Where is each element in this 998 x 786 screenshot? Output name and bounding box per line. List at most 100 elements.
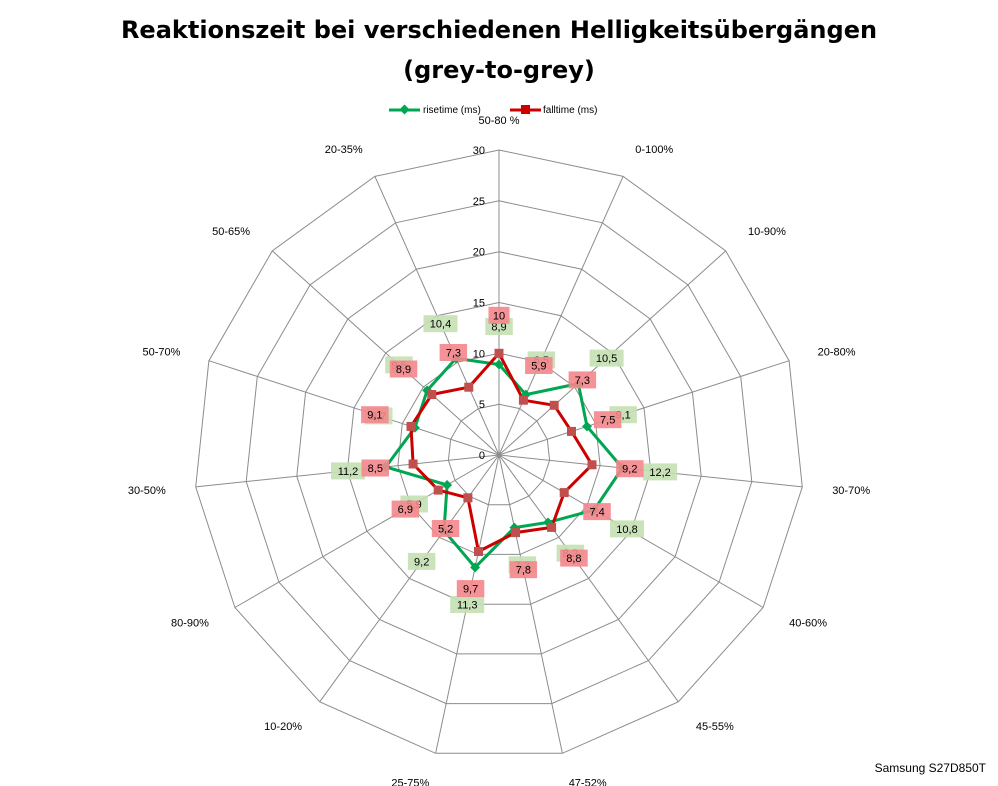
grid-spoke (498, 176, 624, 456)
category-label: 50-65% (212, 226, 250, 238)
data-label-risetime: 10,5 (589, 349, 624, 367)
category-label: 50-70% (142, 347, 180, 359)
legend-label-risetime: risetime (ms) (423, 105, 481, 116)
data-label-falltime: 5,2 (431, 520, 460, 537)
category-labels: 50-80 % 0-100% 10-90% 20-80% 30-70% 40-60% 45-… (128, 115, 870, 786)
svg-text:7,3: 7,3 (446, 348, 461, 360)
data-label-falltime: 7,3 (439, 344, 468, 361)
category-label: 0-100% (635, 144, 673, 156)
radar-grid (195, 149, 803, 754)
svg-text:8,5: 8,5 (368, 463, 383, 475)
data-point-falltime (511, 528, 520, 538)
data-point-falltime (549, 400, 559, 410)
svg-text:8,9: 8,9 (396, 364, 411, 376)
data-point-risetime (470, 562, 481, 573)
footnote: Samsung S27D850T (875, 761, 987, 775)
category-label: 10-20% (264, 721, 302, 733)
data-label-falltime: 9,1 (361, 406, 389, 424)
svg-text:11,3: 11,3 (457, 600, 478, 612)
category-label: 10-90% (748, 226, 786, 238)
svg-text:7,4: 7,4 (589, 507, 604, 519)
svg-text:7,8: 7,8 (516, 565, 531, 577)
data-series (380, 348, 628, 573)
grid-spoke (234, 454, 500, 608)
category-label: 47-52% (569, 778, 607, 786)
data-point-falltime (406, 421, 416, 431)
grid-spoke (271, 250, 500, 456)
svg-text:8,8: 8,8 (566, 553, 581, 565)
data-point-falltime (408, 459, 418, 469)
category-label: 30-50% (128, 485, 166, 497)
grid-spoke (208, 360, 500, 456)
data-point-falltime (547, 522, 557, 532)
svg-text:9,7: 9,7 (463, 584, 478, 596)
radial-tick-label: 5 (479, 399, 485, 411)
svg-text:9,2: 9,2 (622, 464, 637, 476)
data-label-falltime: 6,9 (391, 500, 420, 518)
grid-ring (346, 301, 652, 605)
category-label: 25-75% (391, 778, 429, 786)
data-point-falltime (427, 390, 437, 399)
grid-spoke (498, 454, 679, 703)
svg-text:9,2: 9,2 (414, 556, 429, 568)
radial-tick-label: 25 (473, 196, 485, 208)
data-label-risetime: 11,2 (331, 462, 365, 480)
category-label: 30-70% (832, 485, 870, 497)
data-label-falltime: 5,9 (525, 357, 553, 374)
data-point-falltime (433, 485, 443, 495)
grid-spoke (498, 360, 790, 456)
data-point-risetime (442, 480, 453, 490)
category-label: 80-90% (171, 618, 209, 630)
chart-title-line1: Reaktionszeit bei verschiedenen Helligke… (121, 16, 877, 44)
category-label: 40-60% (789, 618, 827, 630)
data-point-falltime (587, 460, 597, 470)
svg-text:10,5: 10,5 (596, 353, 617, 365)
data-label-risetime: 10,8 (610, 520, 644, 538)
data-label-falltime: 7,5 (593, 411, 622, 429)
grid-spoke (498, 454, 563, 754)
grid-ring (245, 200, 753, 705)
grid-ring (296, 251, 702, 655)
svg-text:9,1: 9,1 (367, 410, 382, 422)
svg-text:11,2: 11,2 (338, 466, 359, 478)
svg-text:7,3: 7,3 (575, 375, 590, 387)
data-point-falltime (518, 395, 528, 405)
radial-tick-label: 0 (479, 450, 485, 462)
data-point-falltime (474, 547, 483, 556)
data-point-falltime (494, 348, 504, 358)
category-label: 20-80% (818, 347, 856, 359)
grid-ring (447, 403, 551, 506)
data-label-falltime: 8,9 (389, 360, 418, 378)
chart-title-line2: (grey-to-grey) (403, 56, 595, 84)
data-label-falltime: 7,8 (509, 561, 538, 579)
radial-ticks: 0 5 10 15 20 25 30 (473, 145, 485, 462)
radial-tick-label: 10 (473, 348, 485, 360)
grid-ring (397, 352, 601, 555)
radial-tick-label: 30 (473, 145, 485, 157)
svg-text:7,5: 7,5 (600, 415, 615, 427)
category-label: 45-55% (696, 721, 734, 733)
legend-marker-falltime (521, 105, 530, 114)
data-labels: 8,96,510,59,112,210,88,27,311,39,25,911,… (331, 306, 678, 613)
svg-text:5,2: 5,2 (438, 524, 453, 536)
data-label-falltime: 7,3 (568, 371, 597, 389)
data-point-falltime (464, 382, 474, 392)
svg-text:12,2: 12,2 (649, 467, 670, 479)
legend-marker-risetime (399, 104, 410, 115)
svg-text:10: 10 (493, 310, 505, 322)
data-point-falltime (463, 493, 473, 503)
data-label-risetime: 12,2 (643, 463, 678, 481)
category-label: 20-35% (325, 144, 363, 156)
data-label-falltime: 9,7 (456, 580, 485, 598)
data-label-risetime: 11,3 (450, 596, 485, 613)
radial-tick-label: 15 (473, 298, 485, 310)
data-label-falltime: 8,5 (361, 459, 389, 477)
data-label-risetime: 10,4 (423, 315, 458, 333)
data-point-falltime (559, 488, 569, 498)
svg-text:8,9: 8,9 (491, 322, 506, 334)
data-label-falltime: 8,8 (560, 549, 588, 567)
data-label-falltime: 10 (488, 306, 510, 324)
legend-label-falltime: falltime (ms) (543, 105, 597, 116)
data-point-risetime (494, 359, 504, 370)
grid-spoke (319, 454, 500, 703)
